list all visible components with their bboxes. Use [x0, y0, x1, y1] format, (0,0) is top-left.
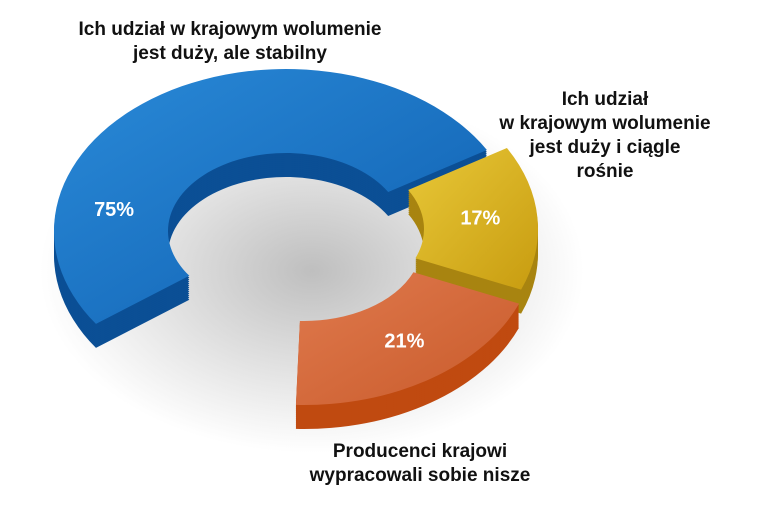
annotation-yellow-line-2: w krajowym wolumenie [499, 113, 711, 134]
annotation-yellow-slice: Ich udział w krajowym wolumenie jest duż… [470, 88, 740, 184]
slice-blue [53, 68, 487, 348]
annotation-orange-line-2: wypracowali sobie nisze [309, 465, 531, 486]
annotation-orange-slice: Producenci krajowi wypracowali sobie nis… [270, 440, 570, 488]
slice-blue-value-label: 75% [94, 199, 134, 221]
annotation-blue-slice: Ich udział w krajowym wolumenie jest duż… [40, 18, 420, 66]
annotation-orange-line-1: Producenci krajowi [332, 441, 508, 462]
annotation-yellow-line-1: Ich udział [561, 89, 649, 110]
slice-blue-top [53, 68, 487, 324]
slice-orange-top [295, 272, 520, 405]
annotation-yellow-line-3: jest duży i ciągle [529, 137, 681, 158]
slice-orange [295, 272, 520, 429]
slice-orange-value-label: 21% [384, 330, 424, 352]
slice-yellow-value-label: 17% [460, 208, 500, 230]
annotation-blue-line-2: jest duży, ale stabilny [133, 43, 327, 64]
slice-yellow-top [408, 148, 538, 290]
annotation-blue-line-1: Ich udział w krajowym wolumenie [78, 19, 382, 40]
slice-yellow [408, 148, 538, 314]
annotation-yellow-line-4: rośnie [576, 161, 634, 182]
